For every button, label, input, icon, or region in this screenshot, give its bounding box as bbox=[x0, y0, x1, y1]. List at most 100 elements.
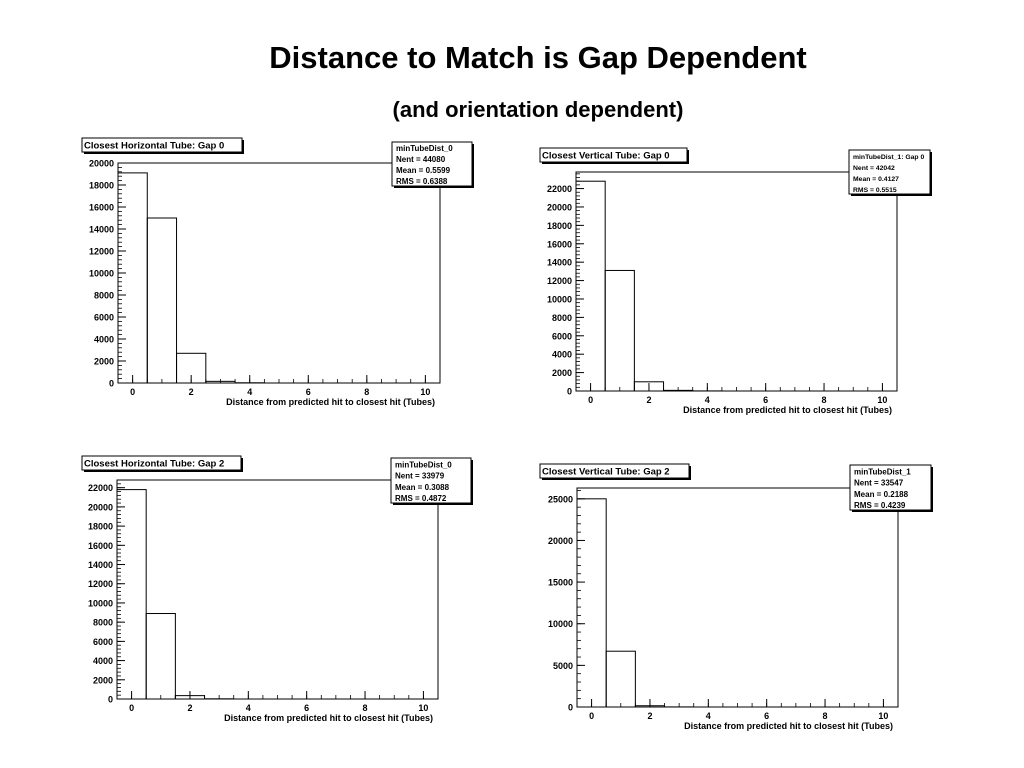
stats-name: minTubeDist_1: Gap 0 bbox=[853, 154, 924, 161]
y-tick-label: 20000 bbox=[89, 159, 114, 169]
y-tick-label: 22000 bbox=[88, 483, 113, 493]
y-tick-label: 20000 bbox=[547, 202, 572, 212]
histogram-horizontal-gap2: 0 2000 4000 6000 8000 10000 12000 14000 16000 180… bbox=[81, 455, 473, 723]
title-box bbox=[81, 137, 243, 153]
title-box bbox=[81, 455, 242, 471]
y-tick-label: 5000 bbox=[553, 661, 573, 671]
plot-frame bbox=[116, 479, 439, 700]
x-tick-label: 6 bbox=[764, 711, 769, 721]
x-tick-label: 0 bbox=[129, 703, 134, 713]
y-tick-label: 12000 bbox=[89, 247, 114, 257]
stats-line: Nent = 33547 bbox=[854, 479, 904, 488]
stats-line: Mean = 0.3088 bbox=[395, 483, 450, 492]
chart-title: Closest Horizontal Tube: Gap 2 bbox=[84, 459, 224, 470]
x-tick-label: 8 bbox=[823, 711, 828, 721]
slide-subtitle: (and orientation dependent) bbox=[392, 97, 684, 122]
stats-line: RMS = 0.4239 bbox=[854, 501, 906, 510]
x-tick-label: 8 bbox=[363, 703, 368, 713]
y-tick-label: 18000 bbox=[547, 221, 572, 231]
y-tick-label: 14000 bbox=[547, 258, 572, 268]
plot-frame bbox=[117, 162, 441, 384]
histogram-vertical-gap2: 0 5000 10000 15000 20000 25000 0 2 4 6 8 10Distance… bbox=[539, 463, 933, 731]
x-tick-label: 0 bbox=[589, 711, 594, 721]
y-tick-label: 0 bbox=[567, 387, 572, 397]
stats-name: minTubeDist_0 bbox=[395, 460, 452, 469]
y-tick-label: 10000 bbox=[548, 619, 573, 629]
x-tick-label: 4 bbox=[706, 711, 711, 721]
x-tick-label: 6 bbox=[306, 387, 311, 397]
x-tick-label: 0 bbox=[588, 395, 593, 405]
stats-line: Nent = 33979 bbox=[395, 472, 445, 481]
y-tick-label: 14000 bbox=[88, 560, 113, 570]
histogram-horizontal-gap0: 0 2000 4000 6000 8000 10000 12000 14000 16000 180… bbox=[81, 137, 474, 407]
histogram-bar-1 bbox=[604, 269, 635, 392]
x-tick-label: 6 bbox=[763, 395, 768, 405]
y-tick-label: 4000 bbox=[94, 335, 114, 345]
histogram-bar-1 bbox=[146, 217, 178, 384]
y-tick-label: 10000 bbox=[89, 269, 114, 279]
chart-title: Closest Horizontal Tube: Gap 0 bbox=[84, 141, 224, 152]
y-tick-label: 2000 bbox=[93, 675, 113, 685]
y-tick-label: 25000 bbox=[548, 494, 573, 504]
y-tick-label: 10000 bbox=[88, 598, 113, 608]
chart-title: Closest Vertical Tube: Gap 0 bbox=[542, 151, 670, 162]
x-tick-label: 10 bbox=[878, 711, 888, 721]
x-tick-label: 6 bbox=[304, 703, 309, 713]
stats-line: Mean = 0.4127 bbox=[853, 176, 899, 183]
histogram-vertical-gap0: 0 2000 4000 6000 8000 10000 12000 14000 16000 180… bbox=[539, 147, 932, 415]
histogram-bar-0 bbox=[116, 489, 147, 700]
stats-line: Mean = 0.2188 bbox=[854, 490, 909, 499]
y-tick-label: 18000 bbox=[88, 522, 113, 532]
y-tick-label: 8000 bbox=[93, 618, 113, 628]
histogram-bar-0 bbox=[117, 172, 148, 384]
x-tick-label: 2 bbox=[647, 711, 652, 721]
y-tick-label: 16000 bbox=[88, 541, 113, 551]
slide-title: Distance to Match is Gap Dependent bbox=[269, 40, 807, 75]
y-tick-label: 16000 bbox=[89, 203, 114, 213]
histogram-bar-0 bbox=[575, 180, 606, 392]
stats-name: minTubeDist_1 bbox=[854, 467, 911, 476]
histogram-bar-1 bbox=[605, 650, 636, 708]
y-tick-label: 0 bbox=[568, 703, 573, 713]
x-tick-label: 4 bbox=[705, 395, 710, 405]
histogram-bar-1 bbox=[145, 613, 176, 700]
x-tick-label: 2 bbox=[187, 703, 192, 713]
chart-title: Closest Vertical Tube: Gap 2 bbox=[542, 467, 670, 478]
y-tick-label: 22000 bbox=[547, 184, 572, 194]
y-tick-label: 0 bbox=[109, 379, 114, 389]
title-box bbox=[539, 147, 688, 163]
x-axis-label: Distance from predicted hit to closest h… bbox=[683, 405, 892, 415]
stats-box bbox=[391, 141, 473, 187]
y-tick-label: 8000 bbox=[552, 313, 572, 323]
y-tick-label: 15000 bbox=[548, 578, 573, 588]
x-axis-label: Distance from predicted hit to closest h… bbox=[684, 721, 893, 731]
y-tick-label: 4000 bbox=[93, 656, 113, 666]
histogram-bar-0 bbox=[576, 498, 607, 708]
y-tick-label: 6000 bbox=[93, 637, 113, 647]
y-tick-label: 6000 bbox=[94, 313, 114, 323]
x-tick-label: 4 bbox=[247, 387, 252, 397]
stats-box bbox=[390, 457, 472, 504]
y-tick-label: 0 bbox=[108, 695, 113, 705]
y-tick-label: 20000 bbox=[88, 502, 113, 512]
x-axis-label: Distance from predicted hit to closest h… bbox=[224, 713, 433, 723]
stats-line: RMS = 0.6388 bbox=[396, 177, 448, 186]
x-tick-label: 10 bbox=[418, 703, 428, 713]
stats-box bbox=[849, 464, 932, 511]
plot-frame bbox=[576, 487, 899, 708]
title-box bbox=[539, 463, 690, 479]
y-tick-label: 12000 bbox=[88, 579, 113, 589]
y-tick-label: 8000 bbox=[94, 291, 114, 301]
y-tick-label: 10000 bbox=[547, 294, 572, 304]
x-tick-label: 10 bbox=[877, 395, 887, 405]
y-tick-label: 4000 bbox=[552, 350, 572, 360]
stats-name: minTubeDist_0 bbox=[396, 144, 453, 153]
x-tick-label: 8 bbox=[364, 387, 369, 397]
x-tick-label: 8 bbox=[822, 395, 827, 405]
x-tick-label: 2 bbox=[189, 387, 194, 397]
y-tick-label: 12000 bbox=[547, 276, 572, 286]
stats-line: Nent = 42042 bbox=[853, 165, 895, 172]
y-tick-label: 6000 bbox=[552, 331, 572, 341]
x-tick-label: 2 bbox=[646, 395, 651, 405]
stats-line: RMS = 0.5515 bbox=[853, 187, 897, 194]
